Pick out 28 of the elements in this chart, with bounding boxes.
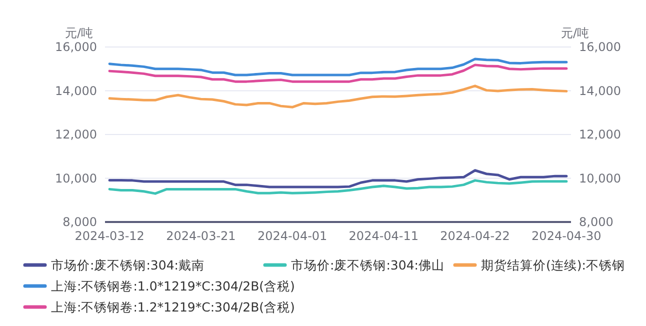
y2-axis-title: 元/吨: [560, 26, 590, 40]
y-tick-label: 16,000: [55, 40, 97, 54]
x-tick-label: 2024-03-12: [74, 229, 144, 243]
legend-label: 上海:不锈钢卷:1.2*1219*C:304/2B(含税): [51, 299, 295, 314]
line-series: [108, 169, 568, 188]
y2-tick-label: 14,000: [579, 84, 621, 98]
legend-label: 期货结算价(连续):不锈钢: [481, 257, 625, 272]
y-axis-title: 元/吨: [64, 26, 94, 40]
line-series: [108, 64, 568, 83]
y-tick-label: 10,000: [55, 171, 97, 186]
legend-label: 上海:不锈钢卷:1.0*1219*C:304/2B(含税): [51, 278, 295, 294]
y2-tick-label: 10,000: [579, 171, 621, 186]
line-series: [108, 84, 568, 108]
line-series: [108, 179, 568, 195]
x-tick-label: 2024-04-01: [257, 229, 328, 243]
y-tick-label: 8,000: [62, 215, 97, 230]
y2-tick-label: 16,000: [579, 40, 621, 54]
legend-label: 市场价:废不锈钢:304:佛山: [291, 257, 444, 272]
x-tick-label: 2024-03-21: [166, 229, 236, 243]
y-tick-label: 14,000: [55, 84, 97, 98]
y-tick-label: 12,000: [55, 128, 97, 142]
legend-label: 市场价:废不锈钢:304:戴南: [51, 257, 204, 272]
x-tick-label: 2024-04-22: [440, 229, 510, 243]
x-tick-label: 2024-04-11: [348, 229, 419, 243]
y2-tick-label: 12,000: [579, 128, 621, 142]
line-series: [108, 58, 568, 76]
x-tick-label: 2024-04-30: [532, 229, 602, 243]
y2-tick-label: 8,000: [579, 215, 614, 230]
